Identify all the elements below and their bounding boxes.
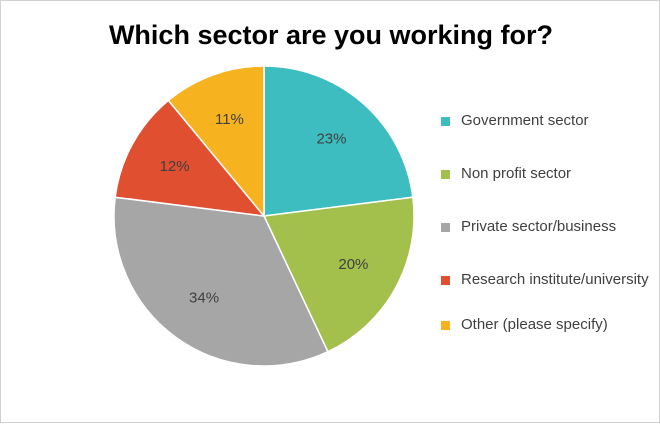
data-label: 12% bbox=[160, 158, 190, 175]
legend-swatch bbox=[441, 223, 450, 232]
chart-title: Which sector are you working for? bbox=[109, 20, 553, 50]
legend-swatch bbox=[441, 321, 450, 330]
pie-slice bbox=[114, 99, 266, 217]
legend-item: Private sector/business bbox=[441, 217, 651, 237]
legend-item: Other (please specify) bbox=[441, 315, 651, 335]
pie-slice bbox=[167, 65, 265, 219]
data-label: 23% bbox=[316, 130, 346, 147]
legend-label: Other (please specify) bbox=[461, 316, 608, 333]
legend-label: Government sector bbox=[461, 112, 589, 129]
data-label: 20% bbox=[338, 256, 368, 273]
pie-slice bbox=[113, 196, 329, 367]
legend-item: Government sector bbox=[441, 111, 651, 131]
pie-slice bbox=[263, 65, 414, 217]
data-label: 34% bbox=[189, 289, 219, 306]
legend-label: Research institute/university bbox=[461, 271, 649, 288]
data-label: 11% bbox=[215, 111, 244, 128]
pie-slice bbox=[262, 196, 415, 353]
legend-label: Private sector/business bbox=[461, 218, 617, 235]
legend-item: Research institute/university bbox=[441, 270, 651, 290]
legend-swatch bbox=[441, 117, 450, 126]
legend-item: Non profit sector bbox=[441, 164, 651, 184]
legend-label: Non profit sector bbox=[461, 165, 572, 182]
legend-swatch bbox=[441, 170, 450, 179]
legend-swatch bbox=[441, 276, 450, 285]
